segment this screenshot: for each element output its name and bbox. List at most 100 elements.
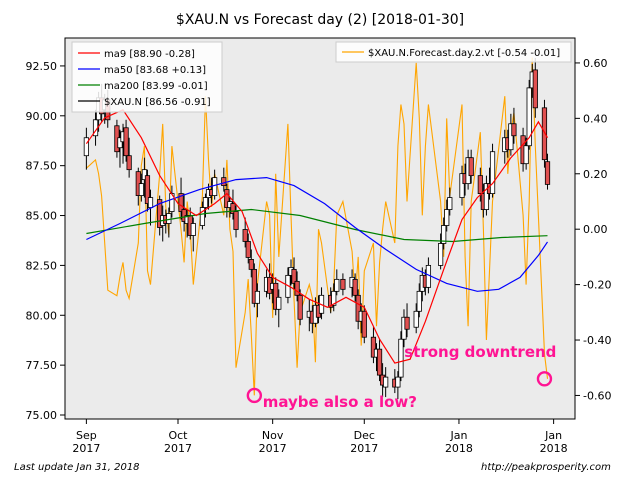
x-tick-year-label: 2018 (445, 442, 473, 455)
last-update-text: Last update Jan 31, 2018 (14, 462, 140, 473)
candle-body (230, 203, 236, 214)
candle-body (157, 199, 163, 228)
y-right-tick-label: -0.20 (583, 279, 611, 292)
candle-body (178, 193, 184, 212)
candle-body (123, 127, 129, 157)
candle-body (483, 183, 490, 210)
y-left-tick-label: 75.00 (26, 409, 58, 422)
candle-body (334, 278, 340, 292)
x-tick-label: Dec (354, 429, 375, 442)
circle-marker (536, 371, 553, 387)
candle-body (523, 145, 529, 165)
y-right-tick-label: -0.40 (583, 334, 611, 347)
candle-body (511, 123, 517, 137)
candle-body (370, 336, 377, 358)
candle-body (242, 229, 248, 242)
forecast-line (86, 57, 549, 396)
candle-body (141, 169, 148, 181)
candle-body (544, 161, 551, 185)
candle-body (395, 376, 401, 388)
candle-body (138, 183, 144, 196)
x-tick-year-label: 2017 (164, 442, 192, 455)
candle-body (294, 280, 300, 296)
candle-body (526, 87, 532, 147)
annotation-text: maybe also a low? (263, 393, 417, 411)
candle-body (532, 69, 538, 109)
x-tick-label: Sep (76, 429, 97, 442)
candle-body (508, 123, 514, 151)
candle-body (147, 197, 154, 208)
candle-body (447, 197, 453, 210)
x-tick-label: Oct (168, 429, 188, 442)
legend-left-box (71, 41, 223, 113)
candle-body (276, 296, 282, 310)
candle-body (541, 107, 548, 161)
x-tick-year-label: 2017 (259, 442, 287, 455)
x-tick-label: Nov (262, 429, 284, 442)
annotation-text: strong downtrend (404, 343, 556, 361)
candle-body (291, 268, 297, 284)
candle-body (477, 175, 483, 194)
candle-body (245, 241, 251, 258)
candle-body (117, 137, 123, 149)
annotations-layer: strong downtrend maybe also a low? (246, 343, 556, 411)
candle-body (425, 265, 432, 288)
candle-body (248, 259, 254, 270)
x-tick-label: Jan (449, 429, 467, 442)
ma9-line (85, 109, 549, 364)
candle-body (233, 211, 239, 230)
candle-body (166, 213, 172, 224)
candle-body (297, 294, 303, 320)
candle-body (489, 151, 496, 194)
candle-body (83, 137, 89, 157)
y-left-tick-label: 92.50 (26, 60, 58, 73)
candle-body (331, 290, 337, 306)
legend-right-label: $XAU.N.Forecast.day.2.vt [-0.54 -0.01] (368, 48, 560, 59)
y-left-tick-label: 77.50 (26, 359, 58, 372)
x-tick-year-label: 2018 (540, 442, 568, 455)
moving-averages-layer (85, 109, 549, 364)
x-tick-year-label: 2017 (350, 442, 378, 455)
candle-body (352, 278, 358, 296)
candle-body (273, 282, 279, 310)
candle-body (361, 310, 367, 338)
candle-body (376, 348, 383, 376)
legend-right-box (335, 41, 572, 63)
y-right-tick-label: 0.60 (583, 57, 608, 70)
legend-left-label: $XAU.N [86.56 -0.91] (104, 97, 211, 108)
candle-body (438, 243, 444, 266)
y-left-tick-label: 80.00 (26, 309, 58, 322)
legend-left-label: ma50 [83.68 +0.13] (104, 65, 206, 76)
legend-left-label: ma9 [88.90 -0.28] (104, 49, 195, 60)
y-right-tick-label: 0.40 (583, 112, 608, 125)
y-left-tick-label: 85.00 (26, 210, 58, 223)
candle-body (224, 189, 230, 208)
candle-body (404, 316, 410, 330)
ma200-line (86, 208, 548, 243)
y-left-tick-label: 82.50 (26, 259, 58, 272)
candle-body (441, 225, 447, 244)
candle-body (126, 155, 132, 171)
chart-title: $XAU.N vs Forecast day (2) [2018-01-30] (176, 12, 464, 28)
candle-body (444, 209, 450, 226)
candle-body (254, 290, 260, 304)
candle-body (413, 310, 419, 328)
candle-body (202, 197, 209, 208)
axes-layer: 92.50 90.00 87.50 85.00 82.50 80.00 77.50 75.00… (26, 57, 612, 455)
candle-body (251, 268, 257, 304)
x-tick-year-label: 2017 (72, 442, 100, 455)
candles-layer (83, 57, 551, 400)
candle-body (190, 223, 196, 236)
candle-body (416, 290, 422, 312)
x-tick-label: Jan (544, 429, 562, 442)
forecast-layer (86, 57, 549, 396)
candle-body (398, 338, 404, 378)
source-url-text: http://peakprosperity.com (481, 462, 611, 473)
candle-body (340, 278, 346, 290)
candle-body (468, 157, 474, 177)
candle-body (212, 177, 218, 196)
y-right-tick-label: 0.20 (583, 168, 608, 181)
y-left-tick-label: 90.00 (26, 110, 58, 123)
legend-left-label: ma200 [83.99 -0.01] (104, 81, 208, 92)
y-left-tick-label: 87.50 (26, 160, 58, 173)
